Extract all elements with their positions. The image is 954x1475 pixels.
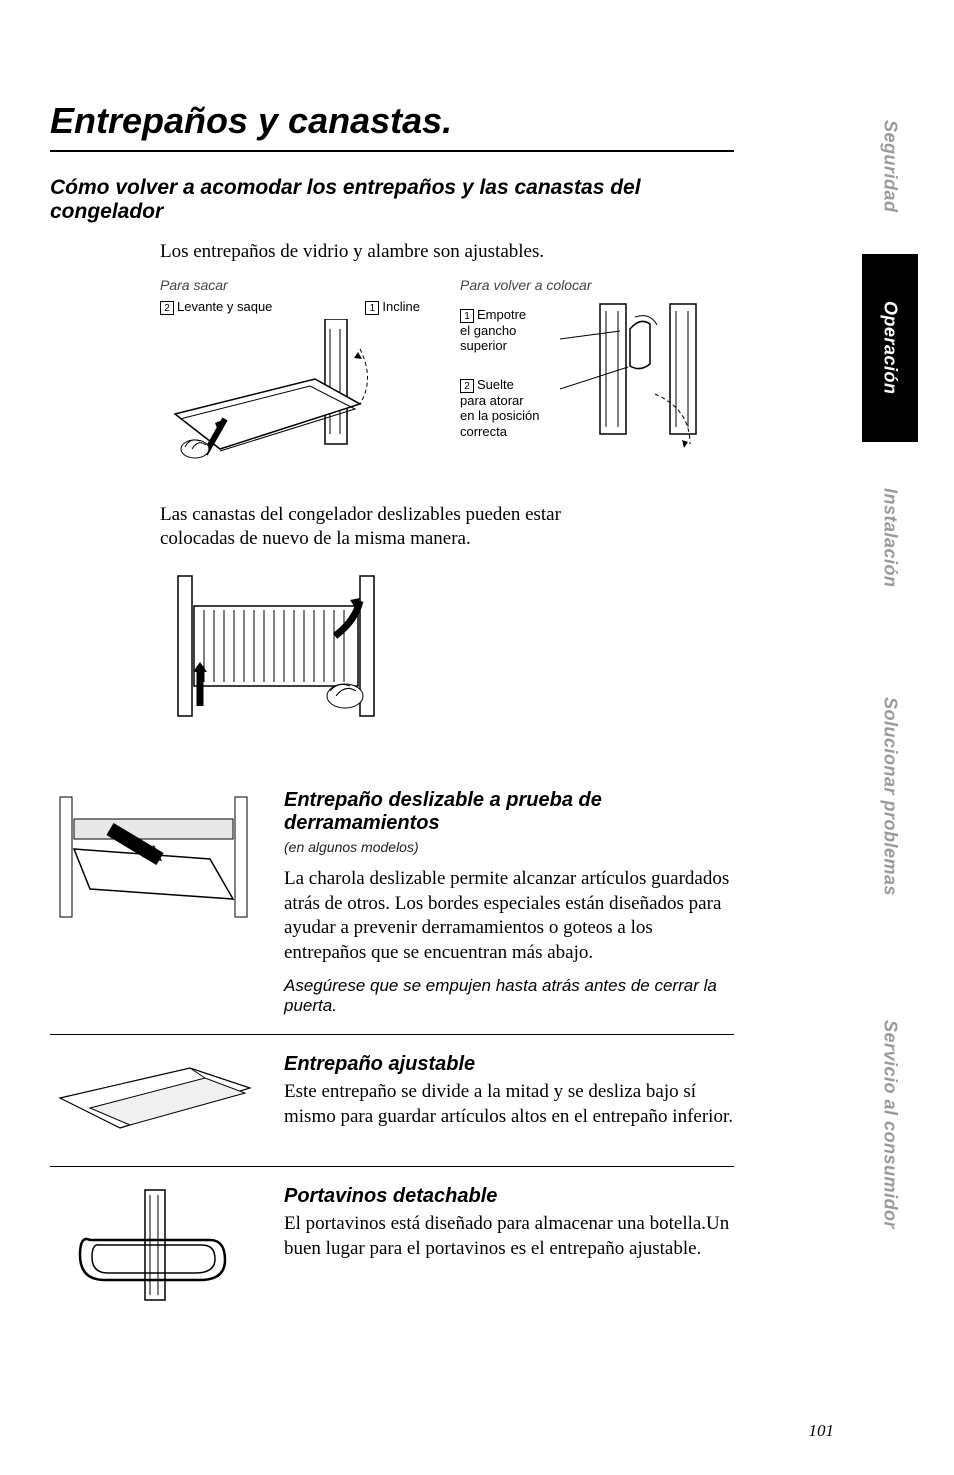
intro-text: Los entrepaños de vidrio y alambre son a… (160, 240, 734, 265)
section-heading-main: Cómo volver a acomodar los entrepaños y … (50, 176, 734, 224)
spillproof-models: (en algunos modelos) (284, 839, 734, 855)
step-num-box: 2 (460, 379, 474, 393)
winerack-illustration (50, 1185, 260, 1305)
spillproof-note: Asegúrese que se empujen hasta atrás ant… (284, 976, 734, 1016)
spillproof-heading: Entrepaño deslizable a prueba de derrama… (284, 789, 734, 835)
basket-text: Las canastas del congelador deslizables … (160, 503, 640, 552)
section-adjustable: Entrepaño ajustable Este entrepaño se di… (50, 1034, 734, 1148)
winerack-heading: Portavinos detachable (284, 1185, 734, 1208)
adjustable-illustration (50, 1053, 260, 1143)
diagram-remove-illustration (160, 319, 420, 469)
step-num-box: 1 (365, 301, 379, 315)
tab-servicio[interactable]: Servicio al consumidor (862, 960, 918, 1290)
title-underline (50, 150, 734, 152)
spillproof-body: La charola deslizable permite alcanzar a… (284, 867, 734, 966)
diagram-replace-illustration (560, 299, 740, 469)
basket-illustration (160, 566, 734, 731)
section-winerack: Portavinos detachable El portavinos está… (50, 1166, 734, 1310)
diagram-replace-caption: Para volver a colocar (460, 277, 734, 293)
adjustable-heading: Entrepaño ajustable (284, 1053, 734, 1076)
side-tabs: Seguridad Operación Instalación Solucion… (862, 78, 918, 1290)
step-2-replace: 2Suelte para atorar en la posición corre… (460, 377, 560, 440)
winerack-body: El portavinos está diseñado para almacen… (284, 1212, 734, 1261)
step-1-remove: 1Incline (365, 299, 420, 315)
spillproof-illustration (50, 789, 260, 929)
tab-seguridad[interactable]: Seguridad (862, 78, 918, 254)
page-title: Entrepaños y canastas. (50, 100, 734, 142)
step-num-box: 2 (160, 301, 174, 315)
diagram-row: Para sacar 2Levante y saque 1Incline (160, 277, 734, 479)
diagram-remove-caption: Para sacar (160, 277, 420, 293)
step-2-remove: 2Levante y saque (160, 299, 272, 315)
step-num-box: 1 (460, 309, 474, 323)
section-spillproof: Entrepaño deslizable a prueba de derrama… (50, 771, 734, 1016)
page-number: 101 (809, 1421, 835, 1441)
step-1-replace: 1Empotre el gancho superior (460, 307, 560, 354)
tab-solucionar[interactable]: Solucionar problemas (862, 634, 918, 960)
tab-operacion[interactable]: Operación (862, 254, 918, 442)
tab-instalacion[interactable]: Instalación (862, 442, 918, 634)
adjustable-body: Este entrepaño se divide a la mitad y se… (284, 1080, 734, 1129)
